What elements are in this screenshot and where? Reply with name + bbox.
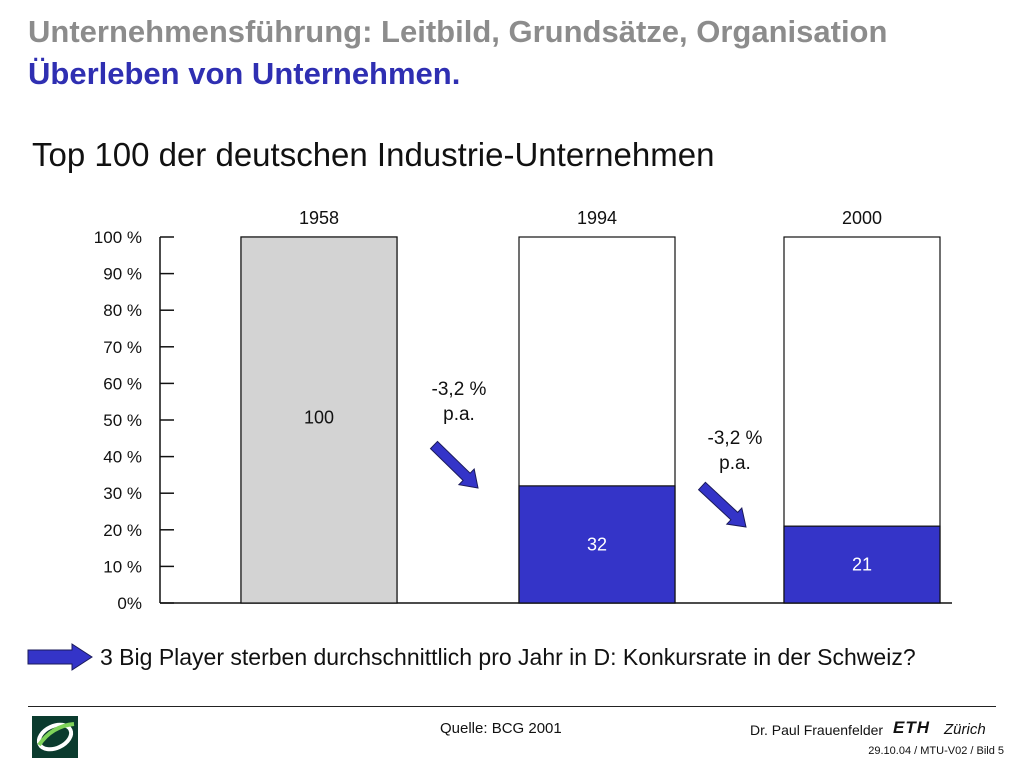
category-label: 1994 [577,208,617,228]
decline-arrow-icon [697,481,747,528]
y-tick-label: 60 % [103,374,142,393]
y-tick-label: 20 % [103,521,142,540]
source-note: Quelle: BCG 2001 [440,720,562,737]
annotation-unit: p.a. [719,453,751,474]
y-tick-label: 0% [117,594,142,613]
annotation-rate: -3,2 % [708,428,763,449]
y-tick-label: 50 % [103,411,142,430]
y-tick-label: 40 % [103,448,142,467]
y-tick-label: 100 % [94,228,142,247]
annotation-unit: p.a. [443,404,475,425]
y-tick-label: 30 % [103,484,142,503]
y-tick-label: 10 % [103,557,142,576]
takeaway-arrow-icon [27,643,93,671]
data-label: 21 [852,555,872,575]
chart-title: Top 100 der deutschen Industrie-Unterneh… [32,136,715,173]
header-title: Unternehmensführung: Leitbild, Grundsätz… [28,14,888,49]
annotation-rate: -3,2 % [432,379,487,400]
data-label: 100 [304,408,334,428]
decline-arrow-icon [429,440,479,489]
y-tick-label: 90 % [103,265,142,284]
footer-divider [28,706,996,707]
bar [518,485,676,604]
takeaway-text: 3 Big Player sterben durchschnittlich pr… [100,644,916,670]
bar [240,236,398,604]
bar-chart: 0% 10 % 20 % 30 % 40 % 50 % 60 % 70 % 80 % 90 % 10… [94,208,952,613]
category-label: 1958 [299,208,339,228]
zurich-wordmark: Zürich [944,721,986,738]
eth-wordmark: ETH [893,718,930,737]
category-label: 2000 [842,208,882,228]
slide-reference: 29.10.04 / MTU-V02 / Bild 5 [868,745,1004,757]
author-name: Dr. Paul Frauenfelder [750,722,884,738]
y-tick-label: 80 % [103,301,142,320]
header-subtitle: Überleben von Unternehmen. [28,56,461,91]
data-label: 32 [587,534,607,554]
bar [783,525,941,604]
y-tick-label: 70 % [103,338,142,357]
institute-logo-icon [32,716,78,758]
